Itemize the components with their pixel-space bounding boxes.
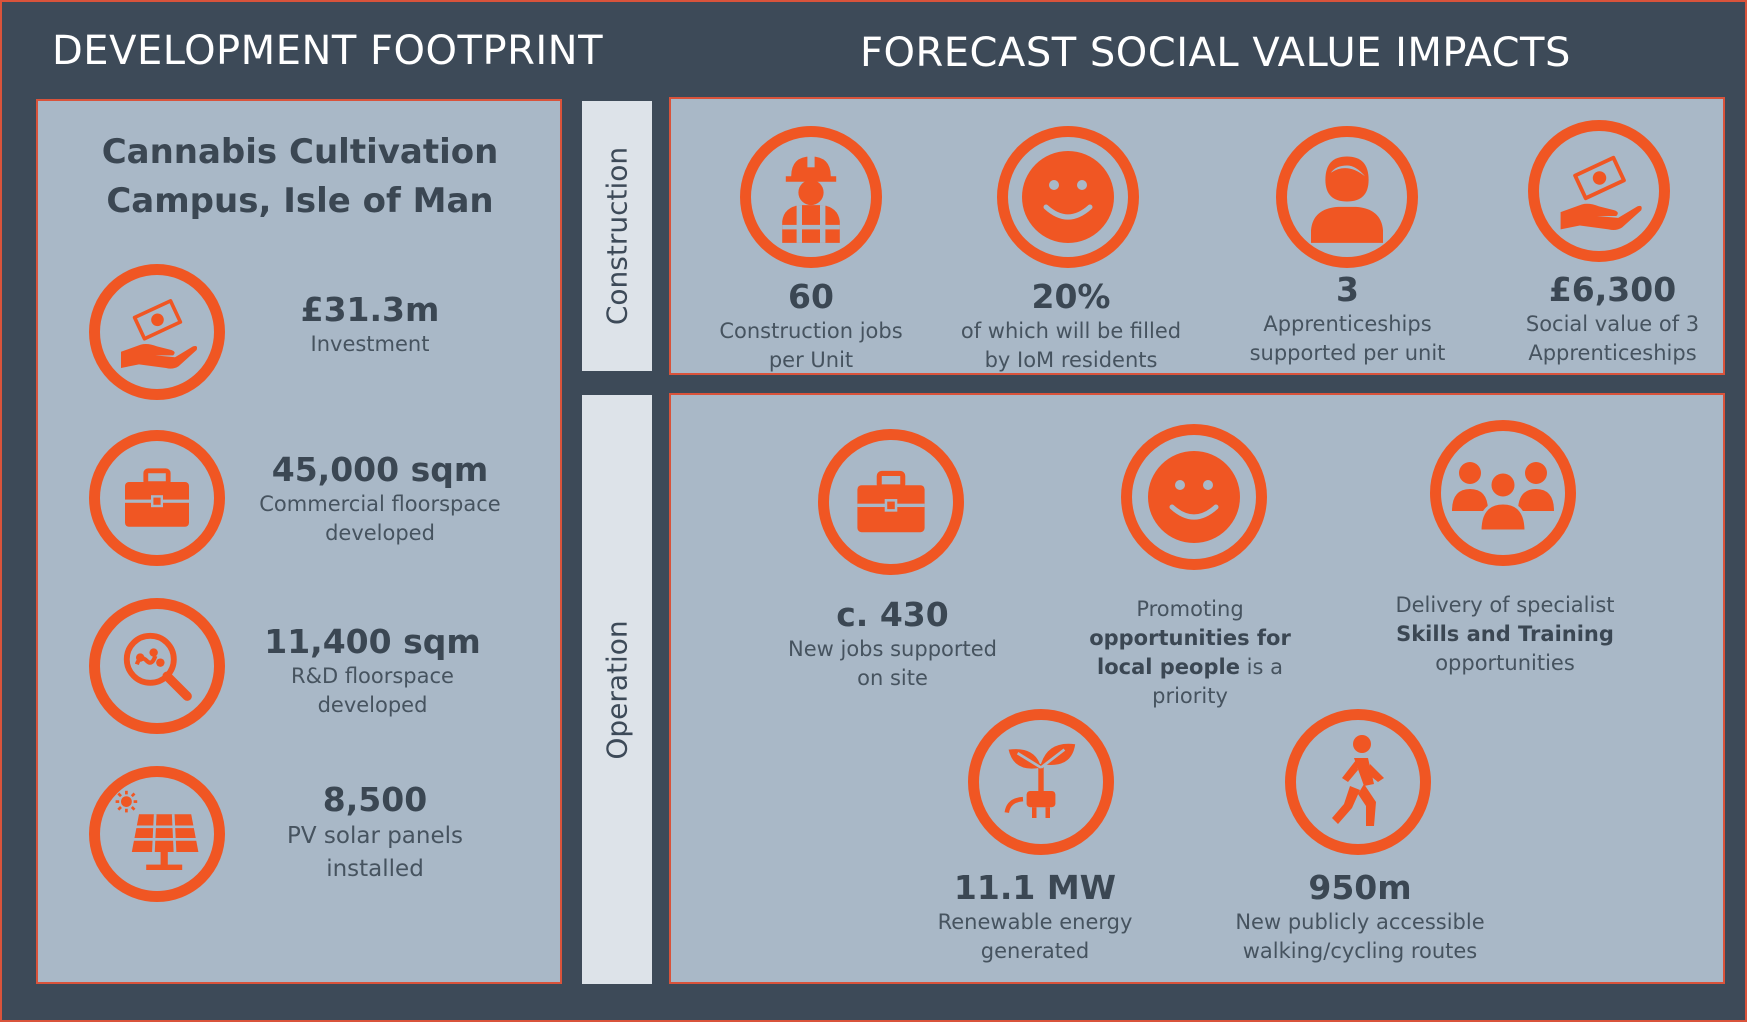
money-hand-icon [89,264,225,400]
apprenticeship-value-label: Social value of 3 Apprenticeships [1525,312,1700,365]
briefcase-icon [818,429,964,575]
commercial-floorspace-value: 45,000 sqm [271,450,489,489]
person-icon [1276,126,1418,268]
rd-floorspace-label: R&D floorspace developed [291,664,454,717]
solar-panel-icon [89,766,225,902]
local-opportunities-bold: opportunities for local people [1089,626,1291,679]
construction-jobs-stat: 60 Construction jobs per Unit [700,277,922,375]
construction-strip: Construction [582,101,652,371]
magnifier-icon [89,598,225,734]
construction-jobs-value: 60 [788,277,834,316]
pv-solar-value: 8,500 [322,780,428,819]
apprenticeships-value: 3 [1336,270,1359,309]
walking-person-icon [1285,709,1431,855]
smiley-icon [997,126,1139,268]
local-opportunities-stat: Promoting opportunities for local people… [1085,595,1295,711]
investment-stat: £31.3m Investment [270,290,470,359]
commercial-floorspace-label: Commercial floorspace developed [259,492,501,545]
operation-strip: Operation [582,395,652,984]
skills-training-post: opportunities [1435,651,1575,675]
skills-training-pre: Delivery of specialist [1395,593,1615,617]
local-opportunities-pre: Promoting [1136,597,1244,621]
commercial-floorspace-stat: 45,000 sqm Commercial floorspace develop… [255,450,505,548]
renewable-energy-value: 11.1 MW [953,868,1117,907]
apprenticeship-value-value: £6,300 [1548,270,1677,309]
iom-residents-label: of which will be filled by IoM residents [960,319,1182,372]
construction-jobs-label: Construction jobs per Unit [719,319,903,372]
rd-floorspace-stat: 11,400 sqm R&D floorspace developed [260,622,485,720]
site-jobs-label: New jobs supported on site [788,637,997,690]
development-footprint-heading: DEVELOPMENT FOOTPRINT [52,28,604,74]
rd-floorspace-value: 11,400 sqm [264,622,481,661]
skills-training-bold: Skills and Training [1396,622,1614,646]
iom-residents-stat: 20% of which will be filled by IoM resid… [946,277,1196,375]
operation-label: Operation [600,619,634,760]
renewable-energy-stat: 11.1 MW Renewable energy generated [915,868,1155,966]
walking-routes-stat: 950m New publicly accessible walking/cyc… [1215,868,1505,966]
plant-plug-icon [968,709,1114,855]
walking-routes-label: New publicly accessible walking/cycling … [1235,910,1485,963]
site-jobs-stat: c. 430 New jobs supported on site [775,595,1010,693]
worker-icon [740,126,882,268]
skills-training-stat: Delivery of specialist Skills and Traini… [1385,591,1625,678]
apprenticeships-stat: 3 Apprenticeships supported per unit [1235,270,1460,368]
iom-residents-value: 20% [1031,277,1111,316]
pv-solar-label: PV solar panels installed [286,823,463,882]
group-people-icon [1430,420,1576,566]
investment-label: Investment [310,332,430,356]
construction-label: Construction [600,146,634,326]
pv-solar-stat: 8,500 PV solar panels installed [270,780,480,886]
smiley-icon [1121,424,1267,570]
walking-routes-value: 950m [1308,868,1412,907]
campus-title: Cannabis Cultivation Campus, Isle of Man [101,132,499,221]
apprenticeships-label: Apprenticeships supported per unit [1249,312,1446,365]
local-opportunities-post: is a priority [1152,655,1283,708]
apprenticeship-value-stat: £6,300 Social value of 3 Apprenticeships [1500,270,1725,368]
forecast-social-value-heading: FORECAST SOCIAL VALUE IMPACTS [860,30,1571,76]
briefcase-icon [89,430,225,566]
site-jobs-value: c. 430 [836,595,949,634]
money-hand-icon [1528,120,1670,262]
renewable-energy-label: Renewable energy generated [937,910,1133,963]
investment-value: £31.3m [300,290,440,329]
